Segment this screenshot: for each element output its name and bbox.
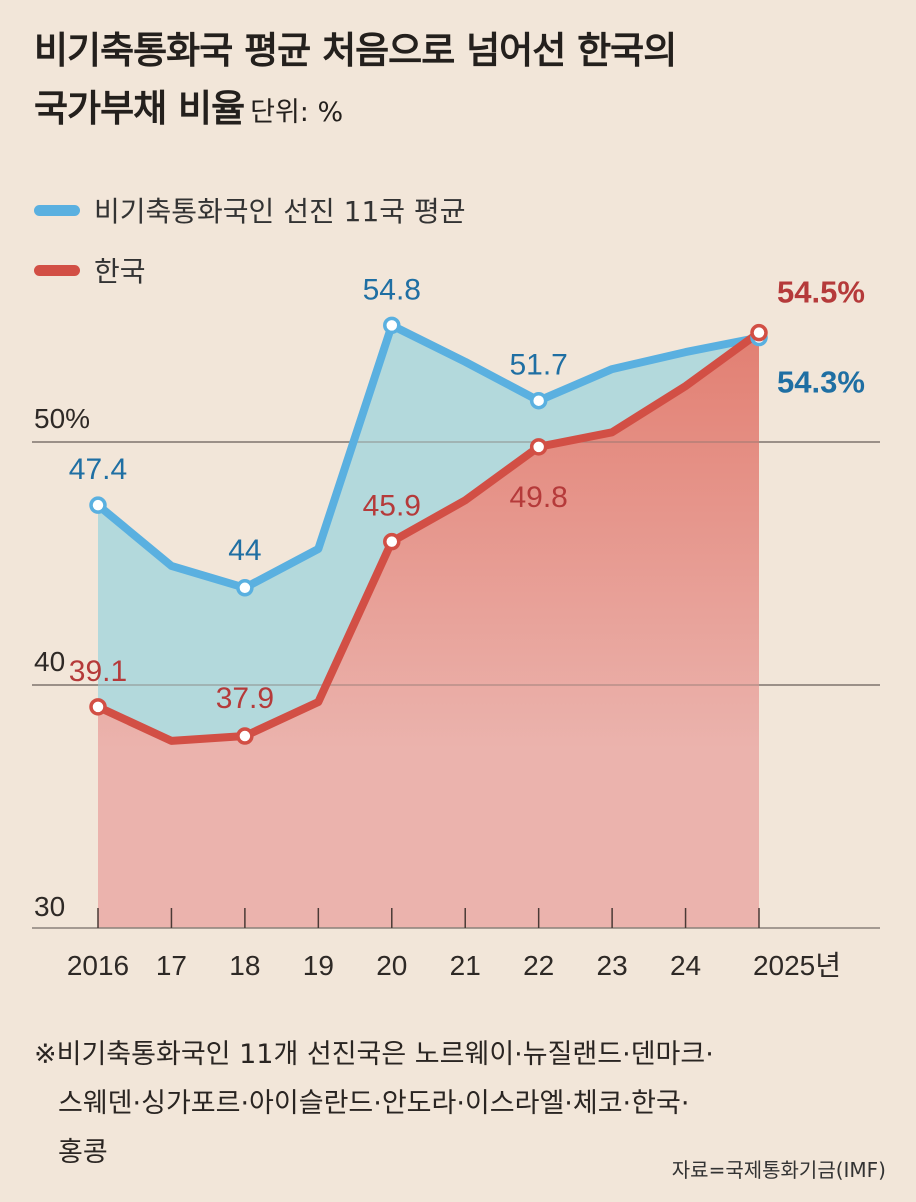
legend-label-average: 비기축통화국인 선진 11국 평균 <box>94 195 466 228</box>
x-tick-label-0: 2016 <box>67 950 129 981</box>
marker-korea-0 <box>89 698 107 716</box>
data-label-average-0: 47.4 <box>69 453 127 486</box>
area-korea <box>98 332 759 928</box>
marker-average-6 <box>529 391 548 410</box>
y-tick-label-40: 40 <box>34 646 65 677</box>
x-tick-label-6: 22 <box>523 950 554 981</box>
x-tick-label-8: 24 <box>670 950 701 981</box>
legend-swatch-blue <box>34 204 80 216</box>
x-tick-label-7: 23 <box>597 950 628 981</box>
data-label-average-9: 54.3% <box>777 365 865 400</box>
chart-title: 비기축통화국 평균 처음으로 넘어선 한국의 국가부채 비율 단위: % <box>34 22 677 142</box>
footnote-line-3: 홍콩 <box>58 1137 108 1168</box>
x-tick-label-4: 20 <box>376 950 407 981</box>
legend-item-average: 비기축통화국인 선진 11국 평균 <box>34 180 465 240</box>
y-tick-label-30: 30 <box>34 891 65 922</box>
x-tick-label-1: 17 <box>156 950 187 981</box>
data-label-average-6: 51.7 <box>509 349 567 382</box>
legend-item-korea: 한국 <box>34 240 465 300</box>
legend-label-korea: 한국 <box>94 255 146 288</box>
marker-korea-6 <box>529 438 548 456</box>
legend-swatch-red <box>34 264 80 276</box>
title-line-1: 비기축통화국 평균 처음으로 넘어선 한국의 <box>34 29 677 72</box>
marker-average-2 <box>236 579 254 597</box>
line-korea <box>94 328 763 745</box>
legend: 비기축통화국인 선진 11국 평균 한국 <box>34 180 465 300</box>
data-label-korea-4: 45.9 <box>363 490 421 523</box>
unit-label: 단위: % <box>250 97 344 128</box>
x-tick-label-5: 21 <box>450 950 481 981</box>
title-line-2-text: 국가부채 비율 <box>34 87 245 130</box>
footnote-line-2: 스웨덴·싱가포르·아이슬란드·안도라·이스라엘·체코·한국· <box>58 1088 690 1119</box>
data-label-korea-9: 54.5% <box>777 275 865 310</box>
footnote-line-1: ※비기축통화국인 11개 선진국은 노르웨이·뉴질랜드·덴마크· <box>34 1039 714 1070</box>
data-label-korea-2: 37.9 <box>216 682 274 715</box>
title-line-2: 국가부채 비율 단위: % <box>34 80 676 142</box>
data-label-korea-0: 39.1 <box>69 655 127 688</box>
x-tick-label-3: 19 <box>303 950 334 981</box>
data-label-average-2: 44 <box>228 534 261 567</box>
x-tick-label-2: 18 <box>229 950 260 981</box>
marker-average-0 <box>89 496 107 514</box>
y-tick-label-50: 50% <box>34 403 90 434</box>
marker-korea-9 <box>750 323 768 342</box>
marker-korea-2 <box>236 727 254 745</box>
source-credit: 자료=국제통화기금(IMF) <box>671 1158 886 1182</box>
data-label-korea-6: 49.8 <box>509 481 567 514</box>
footnote: ※비기축통화국인 11개 선진국은 노르웨이·뉴질랜드·덴마크· 스웨덴·싱가포… <box>34 1030 894 1177</box>
marker-average-4 <box>383 316 401 335</box>
line-average <box>94 321 763 592</box>
data-label-average-4: 54.8 <box>363 273 421 306</box>
x-tick-label-9: 2025년 <box>753 950 841 981</box>
marker-korea-4 <box>383 532 401 551</box>
